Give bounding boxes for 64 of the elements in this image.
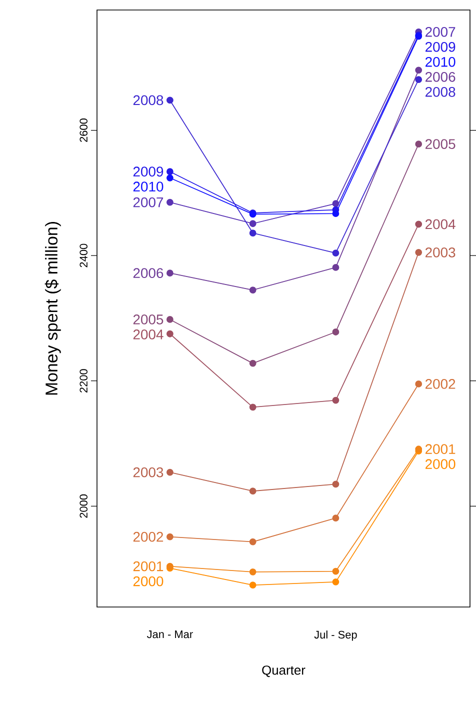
- series-label: 2005: [133, 314, 164, 324]
- series-label: 2007: [133, 197, 163, 208]
- point: [332, 264, 340, 271]
- y-tick-label: 2200: [80, 369, 88, 392]
- x-axis-title: Quarter: [262, 666, 306, 678]
- point: [166, 330, 174, 338]
- text: 2002: [425, 379, 455, 389]
- x-tick-label: Jan - Mar: [146, 630, 193, 638]
- point: [415, 140, 422, 148]
- series-label: 2009: [133, 166, 163, 177]
- point: [332, 250, 340, 257]
- point: [166, 468, 174, 476]
- point: [332, 568, 340, 575]
- series-label: 2004: [133, 330, 164, 340]
- y-tick-label: 2600: [80, 118, 88, 142]
- point: [249, 488, 256, 495]
- point: [166, 270, 174, 277]
- text: 2005: [425, 139, 456, 150]
- point: [415, 380, 422, 388]
- series-label: 2000: [133, 576, 164, 586]
- point: [166, 533, 174, 540]
- series-label: 2010: [133, 182, 164, 192]
- text: 2001: [425, 444, 455, 454]
- point: [249, 404, 256, 411]
- series-label: 2008: [133, 95, 163, 106]
- point: [415, 76, 422, 83]
- point: [249, 286, 256, 294]
- point: [332, 578, 340, 586]
- point: [332, 480, 340, 488]
- point: [249, 568, 256, 576]
- series-label: 2001: [133, 561, 163, 572]
- series-label: 2006: [133, 268, 163, 278]
- point: [166, 198, 174, 206]
- point: [166, 96, 174, 104]
- y-tick-label: 2400: [80, 244, 88, 268]
- point: [249, 582, 256, 589]
- point: [332, 210, 340, 218]
- point: [332, 328, 340, 336]
- text: 2004: [425, 219, 456, 230]
- point: [332, 396, 340, 404]
- series-label: 2002: [133, 532, 163, 542]
- point: [415, 66, 422, 74]
- text: 2000: [425, 459, 456, 470]
- y-axis-title: Money spent ($ million): [44, 222, 61, 395]
- y-tick-label: 2000: [80, 494, 88, 518]
- point: [249, 230, 256, 236]
- point: [166, 174, 174, 182]
- text: 2003: [425, 247, 456, 258]
- point: [249, 360, 256, 367]
- point: [415, 220, 422, 228]
- text: 2009: [425, 42, 456, 52]
- point: [166, 168, 174, 176]
- point: [249, 538, 256, 546]
- series-label: 2003: [133, 467, 163, 478]
- text: 2006: [425, 72, 456, 82]
- point: [415, 248, 422, 256]
- point: [332, 514, 340, 522]
- point: [166, 316, 174, 323]
- text: 2008: [425, 86, 456, 97]
- point: [332, 200, 340, 208]
- text: 2007: [425, 26, 455, 37]
- text: 2010: [425, 56, 456, 67]
- point: [249, 220, 256, 228]
- x-tick-label: Jul - Sep: [314, 630, 357, 641]
